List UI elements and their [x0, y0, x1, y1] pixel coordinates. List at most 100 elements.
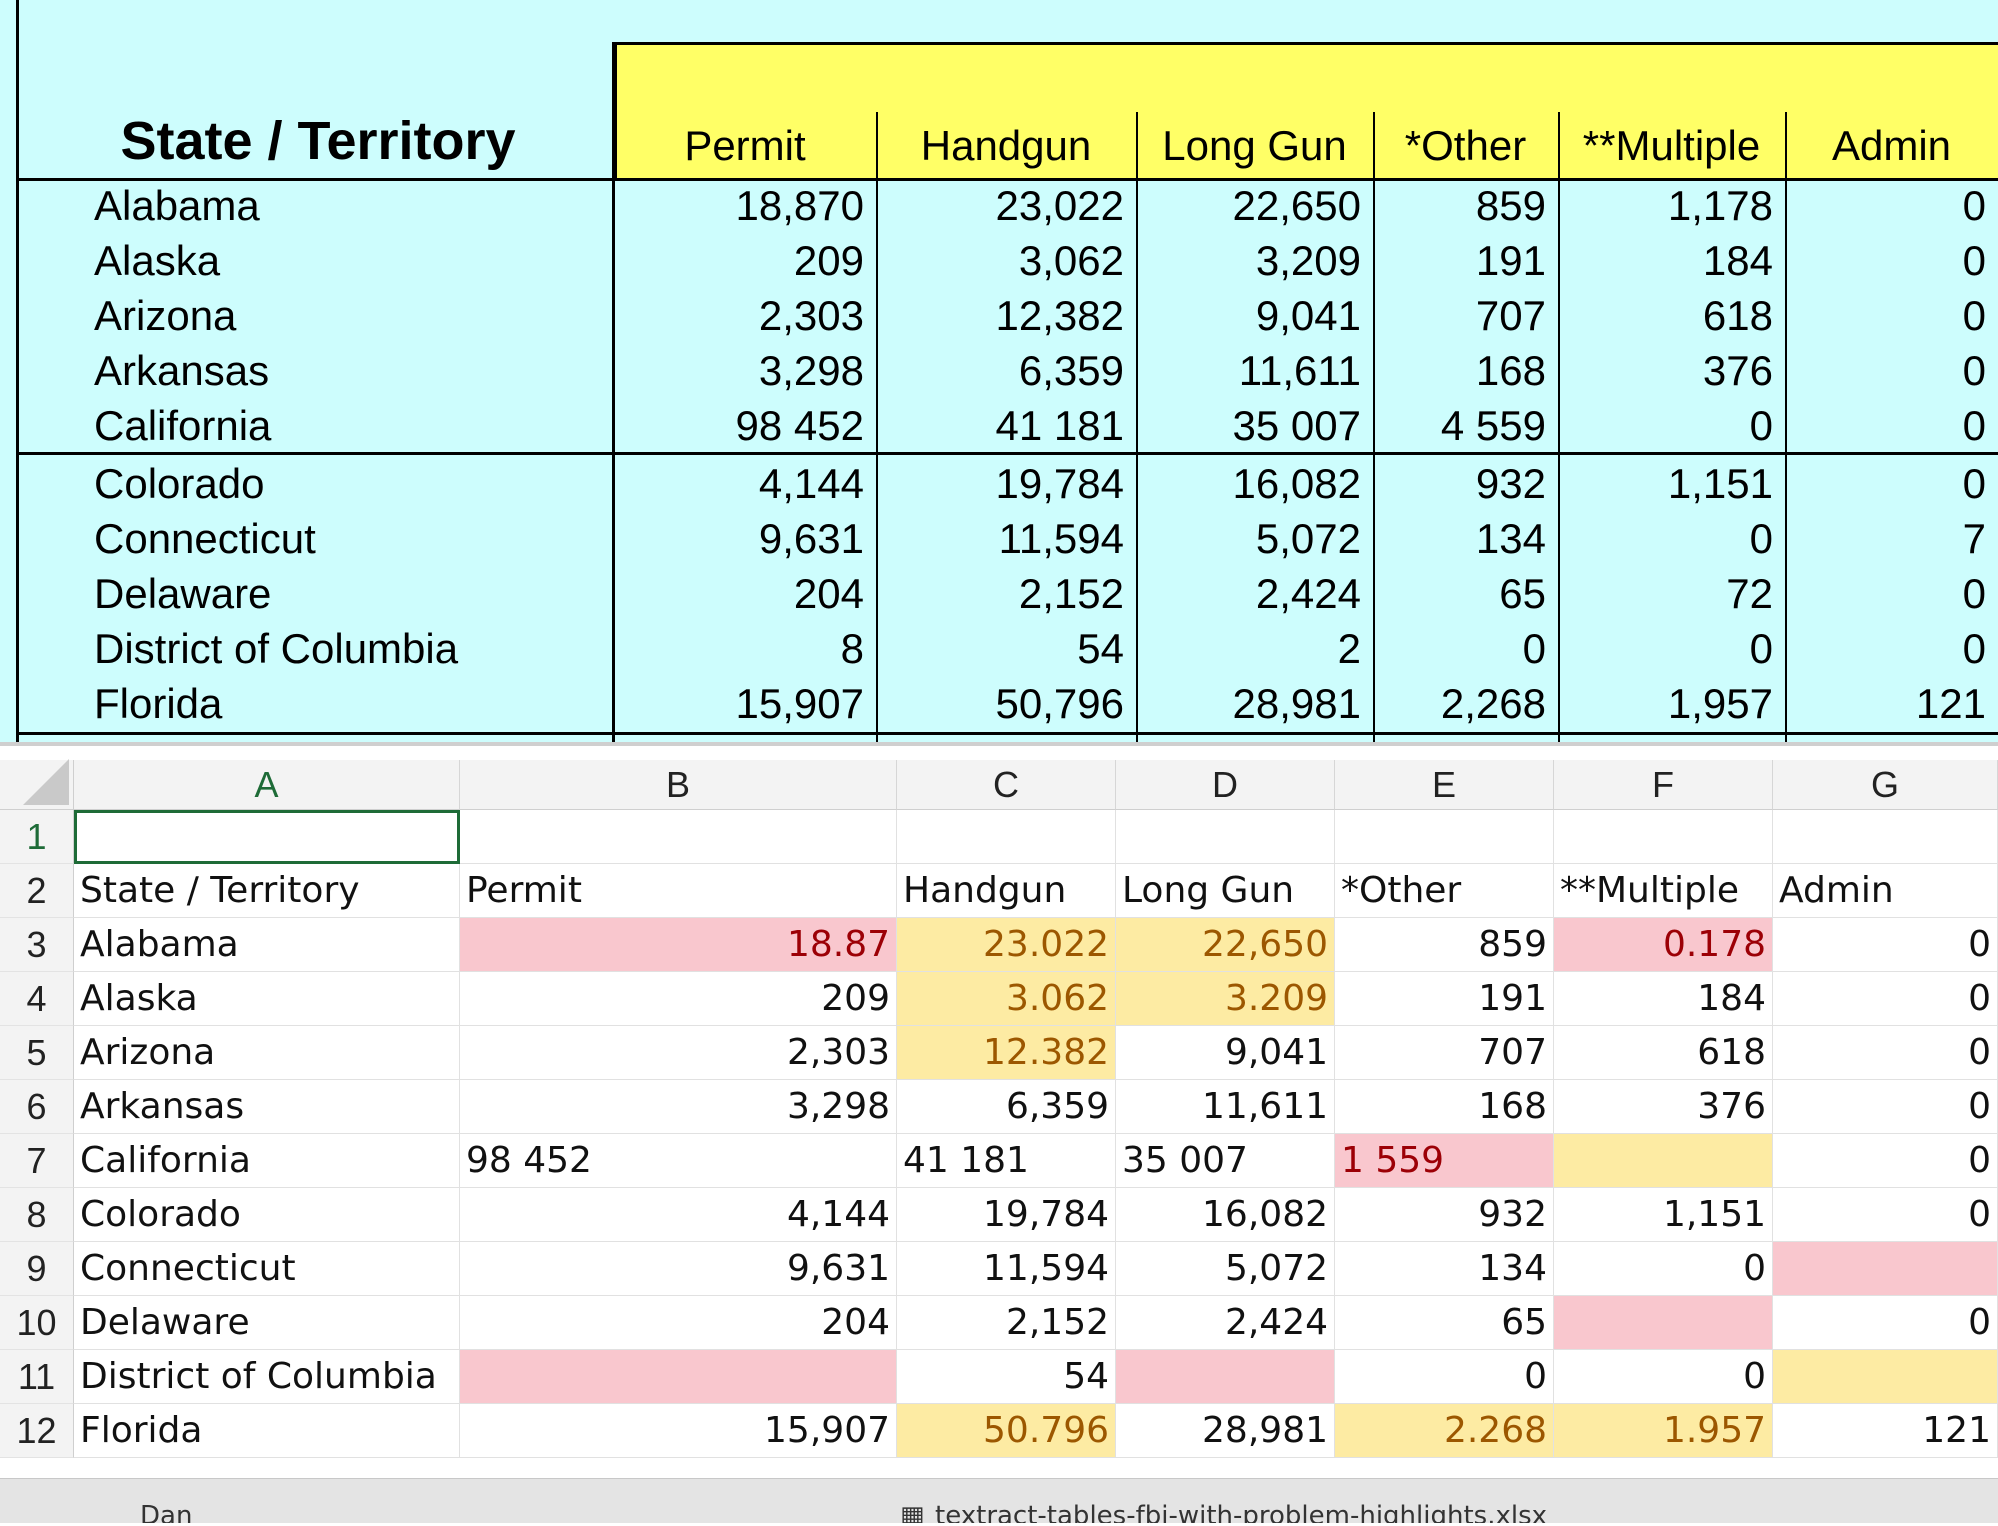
grid-cell[interactable]: 376	[1554, 1080, 1773, 1134]
row-header[interactable]: 2	[0, 864, 74, 918]
grid-cell[interactable]: Colorado	[74, 1188, 460, 1242]
column-header-f[interactable]: F	[1554, 760, 1773, 810]
grid-cell[interactable]: 184	[1554, 972, 1773, 1026]
grid-cell[interactable]: 11,611	[1116, 1080, 1335, 1134]
grid-cell[interactable]: 12.382	[897, 1026, 1116, 1080]
column-header-c[interactable]: C	[897, 760, 1116, 810]
grid-cell[interactable]: 618	[1554, 1026, 1773, 1080]
grid-cell[interactable]: 204	[460, 1296, 897, 1350]
grid-cell[interactable]: Delaware	[74, 1296, 460, 1350]
row-header[interactable]: 1	[0, 810, 74, 864]
grid-cell[interactable]: 0	[1773, 1134, 1998, 1188]
grid-cell[interactable]: 28,981	[1116, 1404, 1335, 1458]
column-header-g[interactable]: G	[1773, 760, 1998, 810]
grid-cell[interactable]: California	[74, 1134, 460, 1188]
grid-cell[interactable]	[1554, 1296, 1773, 1350]
grid-cell[interactable]: 22,650	[1116, 918, 1335, 972]
grid-cell[interactable]: Admin	[1773, 864, 1998, 918]
grid-cell[interactable]	[460, 1350, 897, 1404]
row-header[interactable]: 5	[0, 1026, 74, 1080]
grid-cell[interactable]	[1116, 1350, 1335, 1404]
grid-cell[interactable]	[1554, 1134, 1773, 1188]
grid-cell[interactable]: 98 452	[460, 1134, 897, 1188]
grid-cell[interactable]: 0.178	[1554, 918, 1773, 972]
grid-cell[interactable]	[1773, 810, 1998, 864]
grid-cell[interactable]	[460, 810, 897, 864]
grid-cell[interactable]: 50.796	[897, 1404, 1116, 1458]
grid-cell[interactable]	[1773, 1242, 1998, 1296]
column-header-b[interactable]: B	[460, 760, 897, 810]
grid-cell[interactable]: 15,907	[460, 1404, 897, 1458]
taskbar-tab-left[interactable]: Dan	[140, 1501, 193, 1523]
row-header[interactable]: 7	[0, 1134, 74, 1188]
grid-cell[interactable]	[1554, 810, 1773, 864]
grid-cell[interactable]: 1,151	[1554, 1188, 1773, 1242]
grid-cell[interactable]	[1116, 810, 1335, 864]
grid-cell[interactable]: 121	[1773, 1404, 1998, 1458]
grid-cell[interactable]: **Multiple	[1554, 864, 1773, 918]
spreadsheet-grid[interactable]: A B C D E F G 1 2 State / Territory Permit Handgun L…	[0, 742, 1998, 1526]
row-header[interactable]: 3	[0, 918, 74, 972]
grid-cell[interactable]: State / Territory	[74, 864, 460, 918]
grid-cell[interactable]: 2,152	[897, 1296, 1116, 1350]
grid-cell[interactable]: 0	[1773, 1188, 1998, 1242]
active-cell[interactable]	[74, 810, 460, 864]
column-header-d[interactable]: D	[1116, 760, 1335, 810]
row-header[interactable]: 12	[0, 1404, 74, 1458]
grid-cell[interactable]: Alaska	[74, 972, 460, 1026]
grid-cell[interactable]: Handgun	[897, 864, 1116, 918]
grid-cell[interactable]: District of Columbia	[74, 1350, 460, 1404]
grid-cell[interactable]: 9,041	[1116, 1026, 1335, 1080]
grid-cell[interactable]: Arkansas	[74, 1080, 460, 1134]
grid-cell[interactable]: 2,303	[460, 1026, 897, 1080]
grid-cell[interactable]: 11,594	[897, 1242, 1116, 1296]
grid-cell[interactable]: 191	[1335, 972, 1554, 1026]
grid-cell[interactable]: Permit	[460, 864, 897, 918]
grid-cell[interactable]: 1.957	[1554, 1404, 1773, 1458]
grid-cell[interactable]: Florida	[74, 1404, 460, 1458]
grid-cell[interactable]: 0	[1335, 1350, 1554, 1404]
grid-cell[interactable]: Arizona	[74, 1026, 460, 1080]
grid-cell[interactable]: 35 007	[1116, 1134, 1335, 1188]
grid-cell[interactable]	[1773, 1350, 1998, 1404]
row-header[interactable]: 6	[0, 1080, 74, 1134]
grid-cell[interactable]: 707	[1335, 1026, 1554, 1080]
grid-cell[interactable]: 0	[1554, 1350, 1773, 1404]
grid-cell[interactable]: 0	[1773, 972, 1998, 1026]
grid-cell[interactable]: Alabama	[74, 918, 460, 972]
grid-cell[interactable]: 6,359	[897, 1080, 1116, 1134]
column-header-e[interactable]: E	[1335, 760, 1554, 810]
select-all-corner[interactable]	[0, 759, 74, 810]
row-header[interactable]: 4	[0, 972, 74, 1026]
row-header[interactable]: 10	[0, 1296, 74, 1350]
grid-cell[interactable]: 134	[1335, 1242, 1554, 1296]
grid-cell[interactable]: 0	[1773, 1296, 1998, 1350]
grid-cell[interactable]: 209	[460, 972, 897, 1026]
grid-cell[interactable]: 168	[1335, 1080, 1554, 1134]
grid-cell[interactable]: *Other	[1335, 864, 1554, 918]
row-header[interactable]: 11	[0, 1350, 74, 1404]
grid-cell[interactable]: 3,298	[460, 1080, 897, 1134]
row-header[interactable]: 8	[0, 1188, 74, 1242]
grid-cell[interactable]: 65	[1335, 1296, 1554, 1350]
taskbar-file-tab[interactable]: textract-tables-fbi-with-problem-highlig…	[935, 1501, 1548, 1523]
grid-cell[interactable]: 4,144	[460, 1188, 897, 1242]
grid-cell[interactable]: 1 559	[1335, 1134, 1554, 1188]
column-header-a[interactable]: A	[74, 760, 460, 810]
grid-cell[interactable]: 2.268	[1335, 1404, 1554, 1458]
grid-cell[interactable]: 19,784	[897, 1188, 1116, 1242]
grid-cell[interactable]: 0	[1554, 1242, 1773, 1296]
grid-cell[interactable]: 16,082	[1116, 1188, 1335, 1242]
grid-cell[interactable]: 5,072	[1116, 1242, 1335, 1296]
grid-cell[interactable]: 54	[897, 1350, 1116, 1404]
grid-cell[interactable]: 18.87	[460, 918, 897, 972]
grid-cell[interactable]: Connecticut	[74, 1242, 460, 1296]
grid-cell[interactable]: 9,631	[460, 1242, 897, 1296]
grid-cell[interactable]: 932	[1335, 1188, 1554, 1242]
grid-cell[interactable]: 0	[1773, 1026, 1998, 1080]
grid-cell[interactable]: 3.209	[1116, 972, 1335, 1026]
grid-cell[interactable]: Long Gun	[1116, 864, 1335, 918]
row-header[interactable]: 9	[0, 1242, 74, 1296]
grid-cell[interactable]: 41 181	[897, 1134, 1116, 1188]
grid-cell[interactable]: 23.022	[897, 918, 1116, 972]
